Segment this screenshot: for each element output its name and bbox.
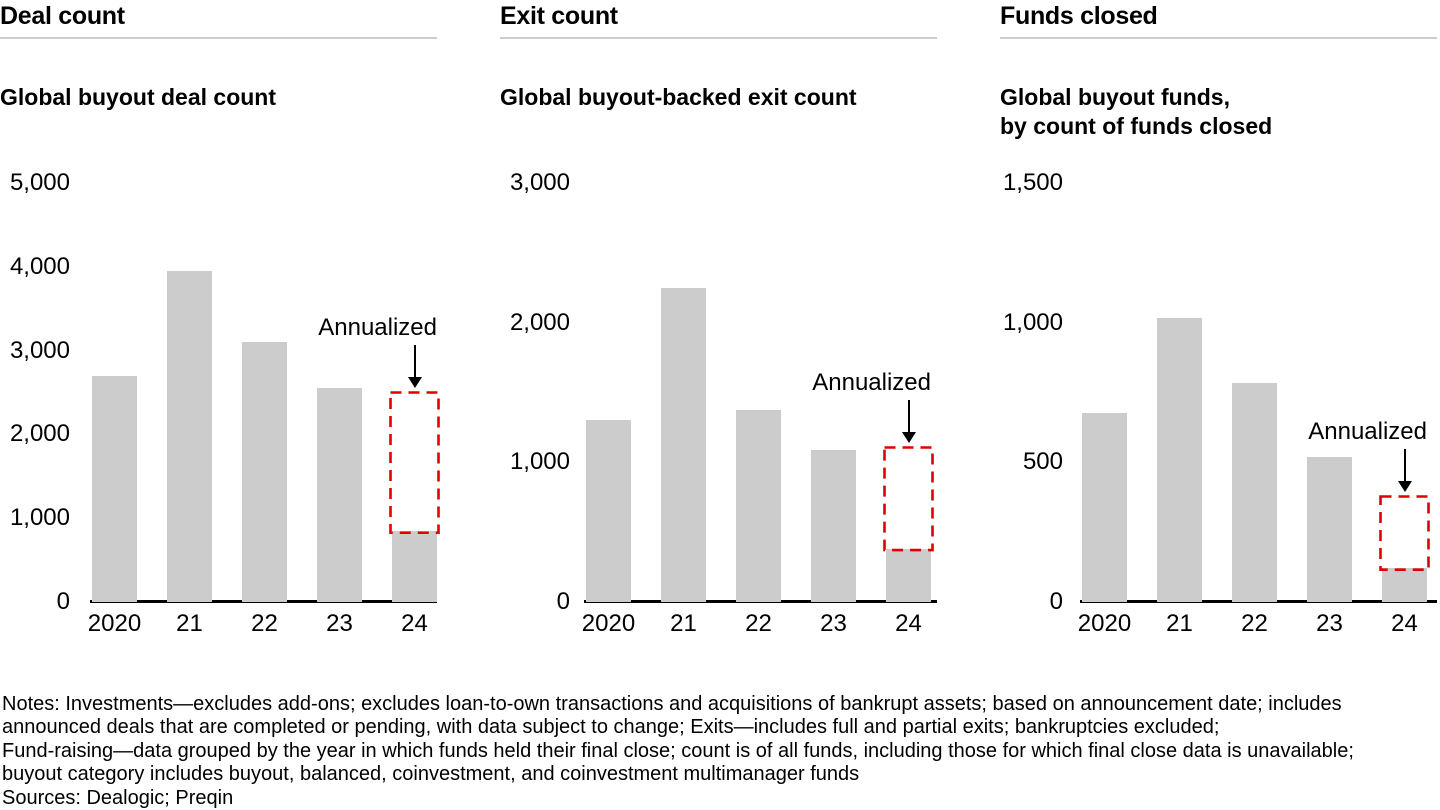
section-header: Deal count bbox=[0, 2, 125, 30]
x-tick-label: 24 bbox=[401, 610, 428, 637]
bar bbox=[1307, 456, 1352, 602]
x-tick-label: 22 bbox=[251, 610, 278, 637]
chart-column-exit-count: Exit count Global buyout-backed exit cou… bbox=[500, 0, 937, 665]
x-tick-label: 21 bbox=[176, 610, 203, 637]
y-tick-label: 4,000 bbox=[9, 252, 70, 280]
y-tick-label: 0 bbox=[56, 588, 70, 615]
x-tick-label: 21 bbox=[1166, 610, 1193, 637]
annualized-label: Annualized bbox=[812, 369, 931, 397]
annualized-arrow-icon bbox=[407, 376, 422, 388]
bar bbox=[811, 449, 856, 602]
x-tick-label: 23 bbox=[820, 610, 847, 637]
y-tick-label: 2,000 bbox=[509, 308, 570, 336]
x-tick-label: 23 bbox=[1316, 610, 1343, 637]
note-line: Fund-raising—data grouped by the year in… bbox=[2, 739, 1354, 762]
bar bbox=[661, 287, 706, 602]
x-tick-label: 23 bbox=[326, 610, 353, 637]
y-tick-label: 0 bbox=[556, 588, 570, 615]
bar bbox=[1157, 318, 1202, 602]
annualized-box bbox=[389, 390, 440, 534]
y-tick-label: 1,000 bbox=[1002, 308, 1063, 336]
x-tick-label: 2020 bbox=[87, 610, 142, 637]
chart-title: Global buyout funds, by count of funds c… bbox=[1000, 84, 1273, 139]
y-tick-label: 1,000 bbox=[509, 448, 570, 476]
bar-chart-exit-count: 0 1,000 2,000 3,000 2020 21 22 23 24 Annualized bbox=[500, 0, 937, 665]
annualized-arrow-line bbox=[413, 344, 416, 378]
chart-column-deal-count: Deal count Global buyout deal count 0 1,0… bbox=[0, 0, 440, 665]
annualized-label: Annualized bbox=[1308, 418, 1427, 446]
x-tick-label: 22 bbox=[1241, 610, 1268, 637]
x-tick-label: 22 bbox=[745, 610, 772, 637]
y-tick-label: 5,000 bbox=[9, 169, 70, 196]
chart-title: Global buyout-backed exit count bbox=[500, 84, 857, 110]
header-rule bbox=[0, 37, 437, 39]
y-tick-label: 0 bbox=[1049, 588, 1063, 615]
bar bbox=[92, 375, 137, 602]
note-line: Notes: Investments—excludes add-ons; exc… bbox=[2, 693, 1342, 715]
annualized-arrow-line bbox=[907, 400, 910, 434]
annualized-arrow-icon bbox=[901, 432, 916, 444]
bar bbox=[317, 388, 362, 602]
y-tick-label: 1,000 bbox=[9, 504, 70, 532]
bar bbox=[886, 548, 931, 602]
annualized-arrow-line bbox=[1403, 449, 1406, 483]
annualized-label: Annualized bbox=[318, 313, 437, 341]
y-tick-label: 500 bbox=[1022, 448, 1063, 476]
y-tick-label: 3,000 bbox=[9, 336, 70, 364]
section-header: Exit count bbox=[500, 2, 618, 30]
bar bbox=[586, 420, 631, 602]
y-tick-label: 2,000 bbox=[9, 420, 70, 448]
annualized-box bbox=[883, 446, 934, 552]
chart-title: Global buyout deal count bbox=[0, 84, 276, 110]
x-tick-label: 24 bbox=[895, 610, 922, 637]
bar bbox=[242, 342, 287, 602]
sources-line: Sources: Dealogic; Preqin bbox=[2, 786, 234, 809]
header-rule bbox=[1000, 37, 1437, 39]
note-line: buyout category includes buyout, balance… bbox=[2, 763, 860, 786]
x-tick-label: 21 bbox=[670, 610, 697, 637]
bar bbox=[1382, 568, 1427, 602]
annualized-box bbox=[1379, 495, 1430, 572]
x-tick-label: 2020 bbox=[581, 610, 636, 637]
annualized-box-outline bbox=[883, 446, 934, 552]
bar bbox=[736, 409, 781, 602]
chart-column-funds-closed: Funds closed Global buyout funds, by cou… bbox=[1000, 0, 1437, 665]
note-line: announced deals that are completed or pe… bbox=[2, 716, 1220, 739]
annualized-box-outline bbox=[389, 390, 440, 534]
x-tick-label: 2020 bbox=[1077, 610, 1132, 637]
header-rule bbox=[500, 37, 937, 39]
section-header: Funds closed bbox=[1000, 2, 1158, 30]
bar-chart-deal-count: 0 1,000 2,000 3,000 4,000 5,000 2020 21 22 23 24 An… bbox=[0, 0, 440, 665]
annualized-arrow-icon bbox=[1397, 481, 1412, 493]
y-tick-label: 3,000 bbox=[509, 169, 570, 196]
bar-chart-funds-closed: 0 500 1,000 1,500 2020 21 22 23 24 Annualized bbox=[1000, 0, 1437, 665]
footnotes: Notes: Investments—excludes add-ons; exc… bbox=[2, 693, 1438, 810]
annualized-box-outline bbox=[1379, 495, 1430, 572]
bar bbox=[392, 530, 437, 602]
y-tick-label: 1,500 bbox=[1002, 169, 1063, 196]
bar bbox=[167, 270, 212, 602]
bar bbox=[1232, 382, 1277, 602]
x-tick-label: 24 bbox=[1391, 610, 1418, 637]
bar bbox=[1082, 413, 1127, 602]
